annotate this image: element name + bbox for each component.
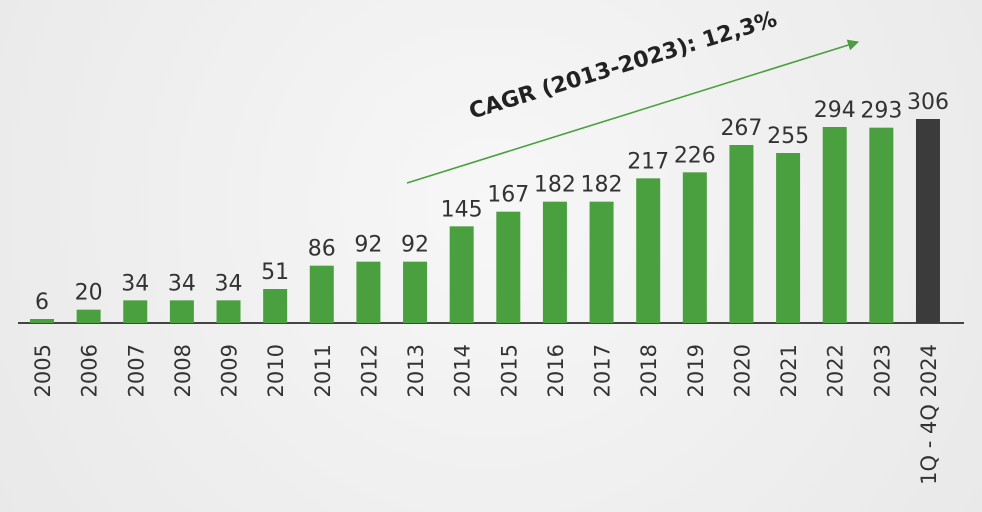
x-tick-label: 2012 [357, 344, 381, 397]
value-label: 182 [581, 173, 623, 198]
bar [309, 265, 334, 323]
value-label: 34 [168, 271, 196, 296]
x-tick-label: 2018 [637, 344, 661, 397]
bar [915, 119, 940, 323]
value-label: 92 [401, 233, 429, 258]
value-label: 86 [308, 237, 336, 262]
value-label: 6 [35, 290, 49, 315]
x-tick-label: 2011 [311, 344, 335, 397]
x-tick-label: 2022 [824, 344, 848, 397]
cagr-annotation: CAGR (2013-2023): 12,3% [466, 7, 780, 125]
x-tick-label: 2008 [171, 344, 195, 397]
value-label: 306 [907, 90, 949, 115]
bar [729, 145, 754, 323]
bar [776, 153, 801, 323]
value-label: 294 [814, 98, 856, 123]
cagr-arrow [406, 39, 860, 184]
x-tick-label: 2019 [684, 344, 708, 397]
x-tick-label: 2023 [870, 344, 894, 397]
x-tick-label: 2006 [78, 344, 102, 397]
x-tick-label: 2009 [218, 344, 242, 397]
x-tick-label: 2017 [591, 344, 615, 397]
value-label: 217 [627, 149, 669, 174]
value-label: 145 [441, 197, 483, 222]
bar [542, 201, 567, 323]
bar [636, 178, 661, 323]
x-tick-label: 2015 [497, 344, 521, 397]
value-label: 92 [354, 233, 382, 258]
bar [30, 319, 54, 323]
bar [169, 300, 194, 323]
x-tick-label: 1Q - 4Q 2024 [917, 344, 941, 485]
bar [682, 172, 707, 323]
bar [403, 261, 428, 323]
x-tick-label: 2014 [451, 344, 475, 397]
bar [123, 300, 148, 323]
value-label: 182 [534, 173, 576, 198]
value-label: 20 [75, 281, 103, 306]
x-tick-label: 2020 [730, 344, 754, 397]
x-tick-label: 2007 [124, 344, 148, 397]
bar [449, 226, 474, 323]
value-label: 51 [261, 260, 289, 285]
x-tick-label: 2016 [544, 344, 568, 397]
value-label: 34 [121, 271, 149, 296]
x-tick-label: 2010 [264, 344, 288, 397]
bar [869, 127, 894, 324]
x-tick-label: 2021 [777, 344, 801, 397]
x-tick-label: 2005 [31, 344, 55, 397]
value-label: 255 [767, 124, 809, 149]
value-label: 34 [215, 271, 243, 296]
x-tick-label: 2013 [404, 344, 428, 397]
bar [76, 309, 101, 323]
value-label: 226 [674, 143, 716, 168]
value-label: 167 [487, 183, 529, 208]
bar [263, 289, 288, 323]
value-label: 293 [860, 99, 902, 124]
bar [216, 300, 241, 323]
bar [356, 261, 381, 323]
bar [822, 127, 847, 323]
bar [589, 201, 614, 323]
value-label: 267 [720, 116, 762, 141]
bar [496, 211, 521, 323]
